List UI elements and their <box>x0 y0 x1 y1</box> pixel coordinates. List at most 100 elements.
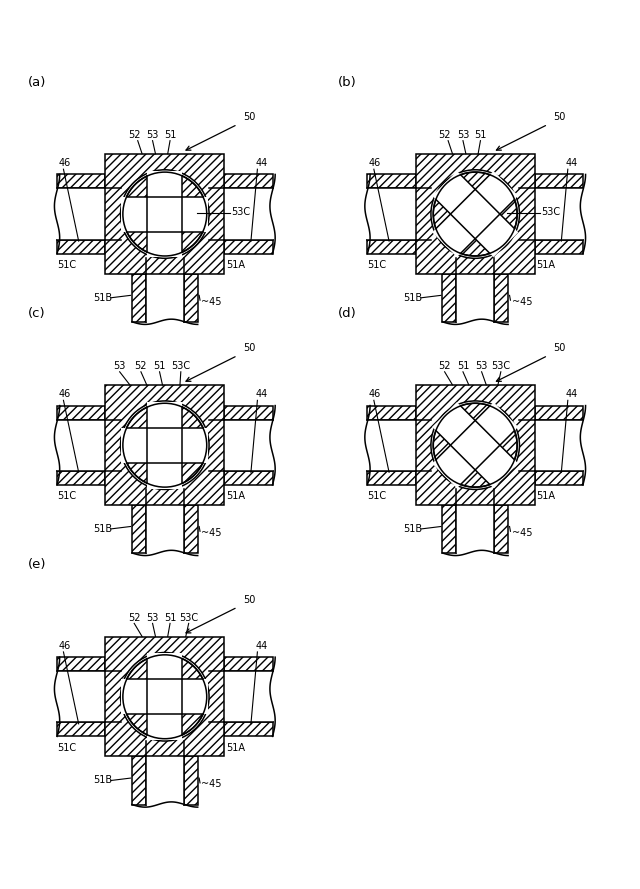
Text: 53C: 53C <box>231 207 250 217</box>
Text: (d): (d) <box>339 307 357 320</box>
Text: 51C: 51C <box>367 260 387 270</box>
Bar <box>225 671 273 723</box>
Text: (a): (a) <box>28 76 46 89</box>
Bar <box>105 386 225 505</box>
Text: 51: 51 <box>474 130 486 140</box>
Bar <box>57 671 105 723</box>
Circle shape <box>120 170 209 259</box>
Bar <box>184 274 198 322</box>
Bar <box>494 505 508 553</box>
Text: 51C: 51C <box>367 492 387 501</box>
Text: 51A: 51A <box>226 743 245 753</box>
Text: 50: 50 <box>243 112 255 122</box>
Text: 51: 51 <box>164 130 176 140</box>
Text: (b): (b) <box>339 76 357 89</box>
Bar <box>367 188 415 240</box>
Text: 44: 44 <box>255 158 268 168</box>
Text: 53B: 53B <box>157 698 176 708</box>
Circle shape <box>120 653 209 741</box>
Circle shape <box>431 401 520 490</box>
Text: 46: 46 <box>369 158 381 168</box>
Bar <box>225 723 273 736</box>
Text: 51C: 51C <box>57 260 76 270</box>
Text: 53B: 53B <box>467 446 486 456</box>
Text: 51A: 51A <box>226 260 245 270</box>
Bar <box>535 240 583 253</box>
Bar <box>132 757 146 805</box>
Bar <box>535 188 583 240</box>
Text: 53: 53 <box>147 613 159 622</box>
Polygon shape <box>432 402 518 488</box>
Polygon shape <box>147 653 182 741</box>
Text: 46: 46 <box>58 158 71 168</box>
Text: 53C: 53C <box>541 207 561 217</box>
Text: 53C: 53C <box>172 361 190 371</box>
Text: 51C: 51C <box>57 492 76 501</box>
Text: 53: 53 <box>476 361 488 371</box>
Text: 51B: 51B <box>93 775 113 786</box>
Bar <box>367 420 415 471</box>
Text: 51B: 51B <box>404 292 423 303</box>
Polygon shape <box>147 171 182 258</box>
Text: 53A: 53A <box>467 202 486 212</box>
Text: 53: 53 <box>113 361 126 371</box>
Text: 53A: 53A <box>157 685 176 694</box>
Text: 53B: 53B <box>467 215 486 225</box>
Polygon shape <box>122 679 208 714</box>
Text: 52: 52 <box>438 361 451 371</box>
Bar <box>225 420 273 471</box>
Bar <box>494 274 508 322</box>
Text: 51: 51 <box>457 361 469 371</box>
Bar <box>535 471 583 485</box>
Polygon shape <box>432 171 518 257</box>
Bar <box>57 471 105 485</box>
Bar <box>442 505 456 553</box>
Circle shape <box>433 172 517 256</box>
Text: 53: 53 <box>147 130 159 140</box>
Text: 51: 51 <box>164 613 176 622</box>
Bar <box>57 723 105 736</box>
Text: 51B: 51B <box>93 524 113 534</box>
Bar <box>146 757 184 805</box>
Circle shape <box>123 172 207 256</box>
Text: 51A: 51A <box>226 492 245 501</box>
Text: 44: 44 <box>566 158 578 168</box>
Polygon shape <box>122 428 208 462</box>
Bar <box>415 386 535 505</box>
Bar <box>146 505 184 553</box>
Bar <box>456 274 494 322</box>
Text: 51C: 51C <box>57 743 76 753</box>
Bar <box>225 188 273 240</box>
Text: 53A: 53A <box>157 202 176 212</box>
Polygon shape <box>432 402 518 488</box>
Circle shape <box>433 404 517 487</box>
Bar <box>535 420 583 471</box>
Text: 51A: 51A <box>536 492 556 501</box>
Bar <box>225 405 273 420</box>
Circle shape <box>123 404 207 487</box>
Polygon shape <box>147 402 182 489</box>
Bar <box>367 405 415 420</box>
Bar <box>225 174 273 188</box>
Text: 52: 52 <box>134 361 147 371</box>
Circle shape <box>431 170 520 259</box>
Polygon shape <box>122 196 208 231</box>
Text: ~45: ~45 <box>511 297 532 307</box>
Text: 44: 44 <box>566 389 578 399</box>
Text: 53C: 53C <box>492 361 510 371</box>
Text: 46: 46 <box>58 641 71 651</box>
Bar <box>535 405 583 420</box>
Bar <box>367 471 415 485</box>
Bar <box>57 420 105 471</box>
Bar <box>367 174 415 188</box>
Text: 50: 50 <box>243 343 255 353</box>
Text: 53B: 53B <box>157 446 176 456</box>
Bar <box>146 274 184 322</box>
Text: ~45: ~45 <box>201 528 221 538</box>
Bar <box>535 174 583 188</box>
Text: 51A: 51A <box>536 260 556 270</box>
Bar <box>225 471 273 485</box>
Bar <box>415 155 535 274</box>
Text: 44: 44 <box>255 389 268 399</box>
Bar <box>57 188 105 240</box>
